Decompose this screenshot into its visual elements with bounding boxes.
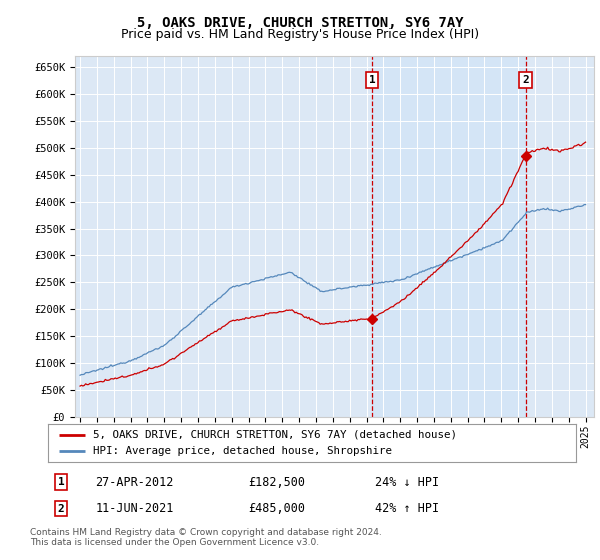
Text: Contains HM Land Registry data © Crown copyright and database right 2024.
This d: Contains HM Land Registry data © Crown c… (30, 528, 382, 547)
Text: 24% ↓ HPI: 24% ↓ HPI (376, 475, 439, 488)
Text: 1: 1 (58, 477, 65, 487)
Text: 42% ↑ HPI: 42% ↑ HPI (376, 502, 439, 515)
Text: 2: 2 (58, 503, 65, 514)
Text: HPI: Average price, detached house, Shropshire: HPI: Average price, detached house, Shro… (93, 446, 392, 456)
Text: 1: 1 (368, 75, 375, 85)
Text: Price paid vs. HM Land Registry's House Price Index (HPI): Price paid vs. HM Land Registry's House … (121, 28, 479, 41)
Text: 27-APR-2012: 27-APR-2012 (95, 475, 174, 488)
Text: 11-JUN-2021: 11-JUN-2021 (95, 502, 174, 515)
Text: £182,500: £182,500 (248, 475, 305, 488)
Text: 2: 2 (522, 75, 529, 85)
Bar (372, 56, 526, 417)
Text: 5, OAKS DRIVE, CHURCH STRETTON, SY6 7AY: 5, OAKS DRIVE, CHURCH STRETTON, SY6 7AY (137, 16, 463, 30)
Text: £485,000: £485,000 (248, 502, 305, 515)
Text: 5, OAKS DRIVE, CHURCH STRETTON, SY6 7AY (detached house): 5, OAKS DRIVE, CHURCH STRETTON, SY6 7AY … (93, 430, 457, 440)
